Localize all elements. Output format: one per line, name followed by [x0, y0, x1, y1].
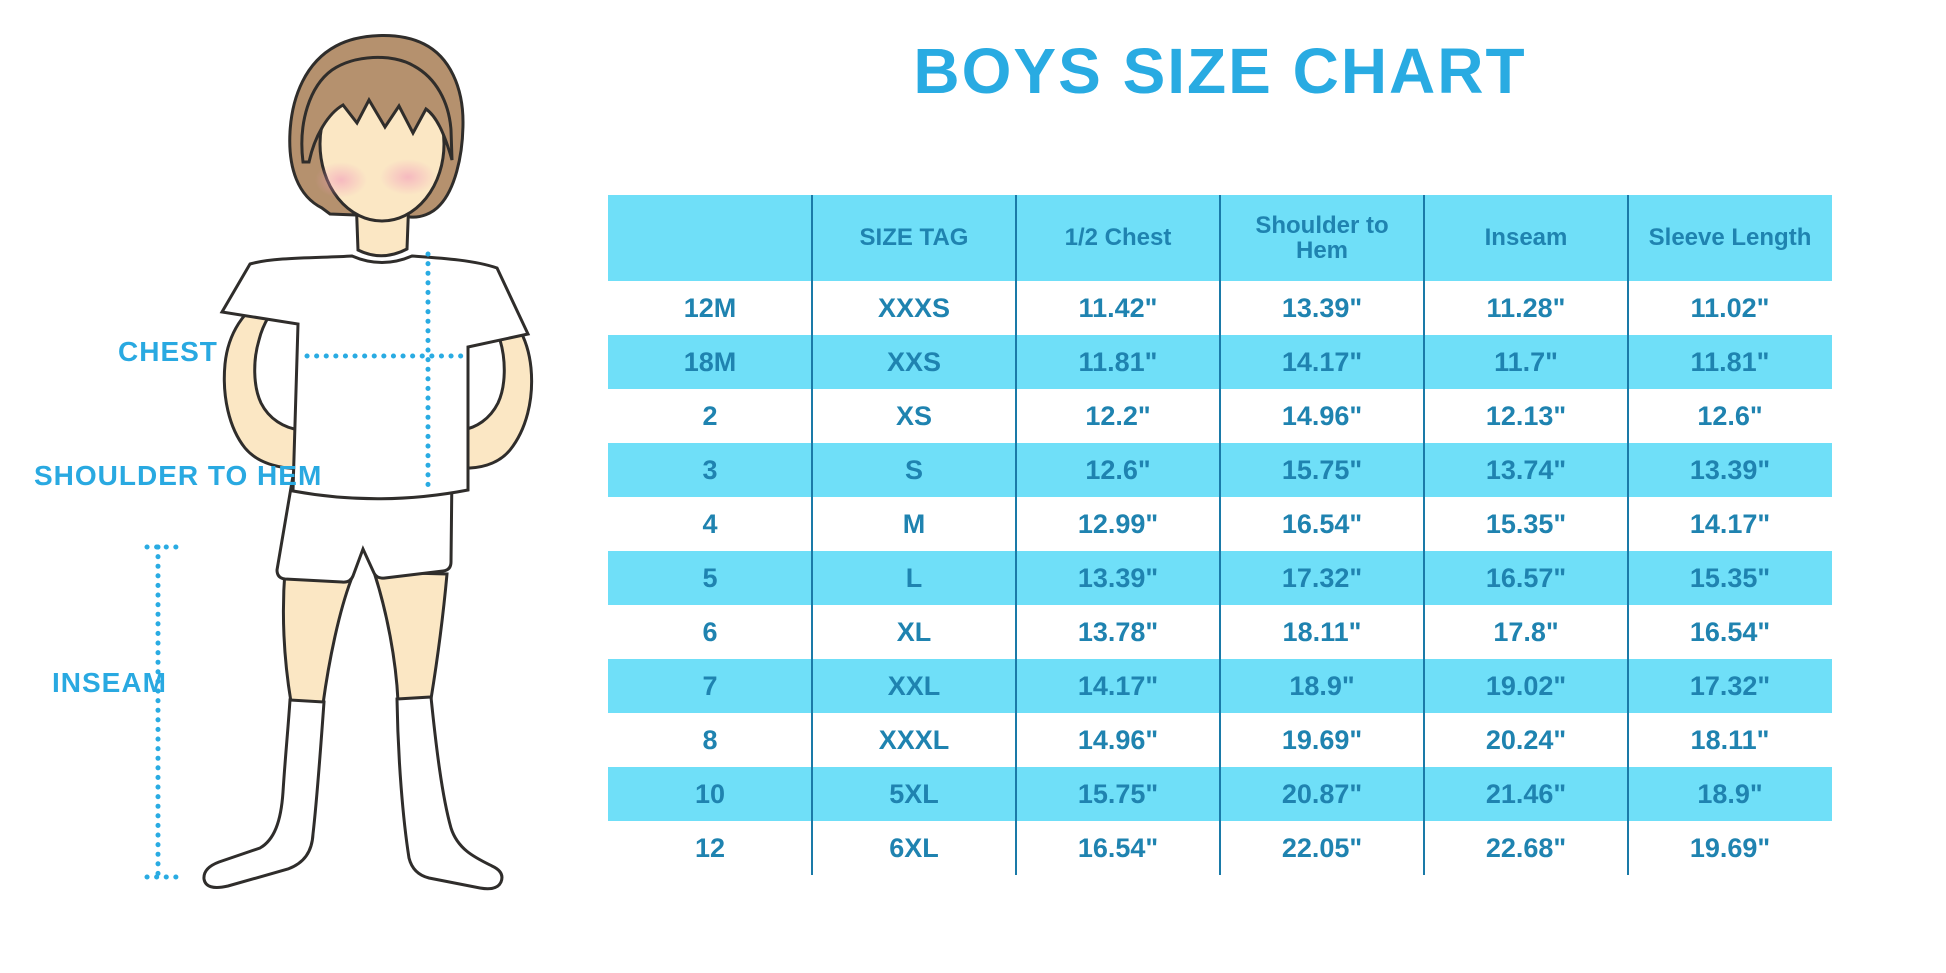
column-divider — [1423, 195, 1425, 875]
half-chest-cell: 16.54" — [1077, 832, 1159, 863]
column-divider — [1219, 195, 1221, 875]
sleeve-length-cell: 18.9" — [1697, 778, 1763, 809]
half-chest-cell: 12.99" — [1077, 508, 1159, 539]
shoulder-to-hem-label: SHOULDER TO HEM — [34, 460, 323, 491]
tag-cell: M — [902, 508, 926, 539]
shoulder-to-hem-cell: 14.17" — [1281, 346, 1363, 377]
size-cell: 3 — [702, 454, 718, 485]
size-cell: 2 — [702, 400, 718, 431]
table-row: 12M XXXS 11.42" 13.39" 11.28" 11.02" — [608, 281, 1832, 335]
chest-label: CHEST — [118, 336, 218, 367]
tag-cell: 5XL — [889, 778, 939, 809]
table-row: 8 XXXL 14.96" 19.69" 20.24" 18.11" — [608, 713, 1832, 767]
boy-illustration — [144, 34, 534, 891]
tag-cell: XS — [895, 400, 933, 431]
inseam-cell: 11.28" — [1486, 292, 1566, 323]
inseam-cell: 12.13" — [1485, 400, 1567, 431]
half-chest-cell: 13.78" — [1077, 616, 1159, 647]
sock-right — [395, 695, 504, 891]
half-chest-cell: 15.75" — [1077, 778, 1159, 809]
half-chest-cell: 12.6" — [1085, 454, 1151, 485]
sleeve-length-cell: 19.69" — [1689, 832, 1771, 863]
size-cell: 18M — [683, 346, 737, 377]
column-divider — [1627, 195, 1629, 875]
tag-cell: XXXL — [878, 724, 950, 755]
leg-right — [371, 570, 449, 703]
sleeve-length-cell: 17.32" — [1689, 670, 1771, 701]
inseam-cell: 17.8" — [1493, 616, 1559, 647]
half-chest-cell: 11.81" — [1078, 346, 1158, 377]
tag-cell: S — [904, 454, 923, 485]
inseam-cell: 19.02" — [1485, 670, 1567, 701]
sock-left — [202, 698, 326, 889]
size-cell: 5 — [702, 562, 718, 593]
cheek-right — [380, 159, 436, 195]
inseam-label: INSEAM — [52, 667, 167, 698]
half-chest-cell: 14.17" — [1077, 670, 1159, 701]
tag-cell: XXL — [887, 670, 941, 701]
sleeve-length-cell: 14.17" — [1689, 508, 1771, 539]
inseam-cell: 11.7" — [1494, 346, 1558, 377]
inseam-cell: 13.74" — [1485, 454, 1567, 485]
tag-cell: XXXS — [877, 292, 951, 323]
shoulder-to-hem-cell: 18.11" — [1282, 616, 1362, 647]
size-table: SIZE TAG 1/2 Chest Shoulder to Hem Insea… — [608, 195, 1832, 875]
shoulder-to-hem-cell: 19.69" — [1281, 724, 1363, 755]
inseam-cell: 20.24" — [1485, 724, 1567, 755]
column-divider — [1015, 195, 1017, 875]
shoulder-to-hem-cell: 16.54" — [1281, 508, 1363, 539]
header-cell-sleeve-length: Sleeve Length — [1648, 224, 1812, 252]
size-cell: 10 — [694, 778, 726, 809]
sleeve-length-cell: 12.6" — [1697, 400, 1763, 431]
tag-cell: XL — [896, 616, 932, 647]
sleeve-length-cell: 15.35" — [1689, 562, 1771, 593]
sleeve-length-cell: 11.81" — [1690, 346, 1770, 377]
hair-fringe — [300, 55, 454, 164]
size-cell: 12M — [683, 292, 737, 323]
arm-left — [222, 296, 302, 471]
shoulder-to-hem-cell: 17.32" — [1281, 562, 1363, 593]
column-divider — [811, 195, 813, 875]
tag-cell: 6XL — [889, 832, 939, 863]
header-cell-half-chest: 1/2 Chest — [1064, 224, 1172, 252]
header-cell-inseam: Inseam — [1484, 224, 1568, 252]
size-cell: 8 — [702, 724, 718, 755]
size-cell: 4 — [702, 508, 718, 539]
measurement-dotted-lines — [144, 251, 466, 880]
sleeve-length-cell: 18.11" — [1690, 724, 1770, 755]
size-cell: 12 — [694, 832, 726, 863]
size-cell: 6 — [702, 616, 718, 647]
shoulder-to-hem-cell: 22.05" — [1281, 832, 1363, 863]
inseam-cell: 16.57" — [1485, 562, 1567, 593]
sleeve-length-cell: 13.39" — [1689, 454, 1771, 485]
inseam-cell: 15.35" — [1485, 508, 1567, 539]
page-title: BOYS SIZE CHART — [913, 35, 1527, 107]
half-chest-cell: 13.39" — [1077, 562, 1159, 593]
header-cell-shoulder-to-hem: Shoulder to Hem — [1255, 211, 1389, 264]
inseam-cell: 21.46" — [1485, 778, 1567, 809]
sleeve-length-cell: 16.54" — [1689, 616, 1771, 647]
half-chest-cell: 12.2" — [1085, 400, 1151, 431]
size-cell: 7 — [702, 670, 718, 701]
inseam-cell: 22.68" — [1485, 832, 1567, 863]
cheek-left — [315, 162, 367, 198]
half-chest-cell: 14.96" — [1077, 724, 1159, 755]
shirt — [219, 254, 531, 501]
shoulder-to-hem-cell: 15.75" — [1281, 454, 1363, 485]
shoulder-to-hem-cell: 13.39" — [1281, 292, 1363, 323]
shoulder-to-hem-cell: 14.96" — [1281, 400, 1363, 431]
header-cell-size-tag: SIZE TAG — [859, 224, 969, 252]
table-row: 2 XS 12.2" 14.96" 12.13" 12.6" — [608, 389, 1832, 443]
leg-left — [281, 568, 354, 706]
half-chest-cell: 11.42" — [1078, 292, 1158, 323]
table-row: 4 M 12.99" 16.54" 15.35" 14.17" — [608, 497, 1832, 551]
table-row: 6 XL 13.78" 18.11" 17.8" 16.54" — [608, 605, 1832, 659]
tag-cell: XXS — [886, 346, 942, 377]
shoulder-to-hem-cell: 18.9" — [1289, 670, 1355, 701]
tag-cell: L — [905, 562, 923, 593]
sleeve-length-cell: 11.02" — [1690, 292, 1770, 323]
table-row: 12 6XL 16.54" 22.05" 22.68" 19.69" — [608, 821, 1832, 875]
shoulder-to-hem-cell: 20.87" — [1281, 778, 1363, 809]
